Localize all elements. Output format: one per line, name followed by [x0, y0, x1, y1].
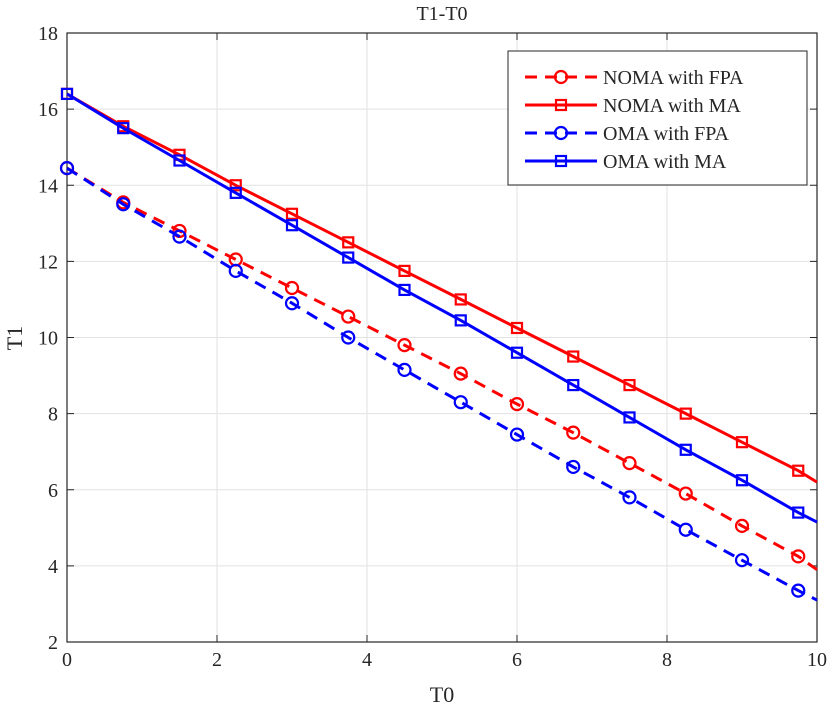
- data-point-oma-with-ma: [679, 443, 692, 456]
- data-point-oma-with-ma: [454, 314, 467, 327]
- data-point-noma-with-fpa: [397, 338, 412, 353]
- legend-marker: [553, 125, 569, 141]
- data-point-oma-with-fpa: [678, 522, 693, 537]
- series-oma-with-fpa: [59, 161, 818, 602]
- legend: NOMA with FPA NOMA with MA OMA with FPA OMA…: [507, 50, 808, 186]
- series-line-noma-with-fpa: [66, 166, 818, 571]
- data-point-noma-with-ma: [567, 350, 580, 363]
- data-point-oma-with-ma: [342, 251, 355, 264]
- series-line-oma-with-ma: [66, 92, 818, 524]
- series-oma-with-ma: [60, 87, 818, 524]
- data-point-noma-with-fpa: [453, 366, 468, 381]
- legend-marker: [554, 98, 568, 112]
- data-point-noma-with-ma: [285, 207, 299, 220]
- data-point-noma-with-fpa: [566, 425, 581, 440]
- data-point-noma-with-ma: [623, 378, 636, 392]
- data-point-noma-with-fpa: [622, 456, 637, 471]
- legend-box: [507, 50, 808, 186]
- data-point-noma-with-ma: [510, 321, 524, 335]
- series-group: [59, 87, 818, 602]
- data-point-oma-with-ma: [510, 346, 524, 359]
- y-axis-label: T1: [2, 326, 27, 350]
- data-point-noma-with-fpa: [341, 309, 356, 324]
- series-noma-with-ma: [60, 87, 818, 484]
- data-point-oma-with-fpa: [509, 427, 525, 442]
- y-tick-label: 8: [48, 404, 58, 426]
- series-line-noma-with-ma: [66, 92, 818, 484]
- data-point-noma-with-fpa: [228, 252, 243, 267]
- data-point-oma-with-ma: [735, 474, 749, 487]
- data-point-oma-with-ma: [60, 87, 74, 101]
- x-tick-label: 0: [62, 649, 72, 671]
- data-point-oma-with-ma: [623, 411, 636, 424]
- data-point-oma-with-fpa: [341, 330, 356, 345]
- data-point-noma-with-fpa: [678, 486, 693, 501]
- legend-entry-noma-with-fpa: NOMA with FPA: [525, 67, 744, 89]
- data-point-oma-with-fpa: [172, 229, 187, 244]
- legend-label: OMA with FPA: [603, 123, 730, 145]
- legend-entry-noma-with-ma: NOMA with MA: [525, 95, 741, 117]
- data-point-oma-with-ma: [229, 186, 242, 199]
- legend-marker: [553, 69, 569, 85]
- data-point-oma-with-ma: [173, 154, 186, 167]
- y-tick-label: 6: [48, 480, 58, 502]
- data-point-oma-with-ma: [117, 122, 130, 135]
- data-point-oma-with-fpa: [622, 490, 637, 505]
- data-point-noma-with-fpa: [791, 549, 806, 564]
- data-point-noma-with-fpa: [734, 518, 750, 534]
- x-tick-label: 10: [807, 649, 827, 671]
- legend-label: NOMA with MA: [603, 95, 741, 117]
- data-point-oma-with-ma: [398, 283, 411, 297]
- data-point-noma-with-ma: [454, 293, 467, 306]
- legend-marker: [554, 154, 568, 168]
- legend-entry-oma-with-fpa: OMA with FPA: [525, 123, 730, 145]
- legend-label: OMA with MA: [603, 151, 727, 173]
- data-point-oma-with-fpa: [228, 263, 243, 278]
- x-tick-label: 2: [212, 649, 222, 671]
- data-point-noma-with-fpa: [284, 280, 300, 296]
- x-tick-label: 8: [662, 649, 672, 671]
- data-point-oma-with-fpa: [397, 362, 412, 377]
- x-tick-label: 6: [512, 649, 522, 671]
- series-noma-with-fpa: [59, 161, 818, 571]
- data-point-noma-with-ma: [342, 236, 355, 249]
- chart-title: T1-T0: [416, 3, 467, 25]
- data-point-oma-with-ma: [792, 506, 805, 519]
- legend-label: NOMA with FPA: [603, 67, 744, 89]
- y-tick-label: 12: [38, 251, 58, 273]
- y-tick-label: 2: [48, 632, 58, 654]
- legend-entry-oma-with-ma: OMA with MA: [525, 151, 727, 173]
- data-point-oma-with-fpa: [453, 395, 468, 410]
- data-point-oma-with-ma: [567, 378, 580, 392]
- data-point-oma-with-fpa: [284, 296, 300, 311]
- data-point-noma-with-fpa: [509, 397, 525, 412]
- data-point-noma-with-ma: [735, 436, 749, 449]
- data-point-oma-with-fpa: [59, 161, 75, 176]
- data-point-oma-with-fpa: [566, 459, 581, 475]
- data-point-noma-with-ma: [229, 179, 242, 192]
- data-point-noma-with-ma: [792, 464, 805, 477]
- data-point-oma-with-ma: [285, 219, 299, 232]
- x-tick-label: 4: [362, 649, 372, 671]
- data-point-oma-with-fpa: [734, 553, 750, 568]
- data-point-oma-with-fpa: [116, 197, 131, 212]
- x-axis-label: T0: [430, 682, 454, 707]
- y-tick-label: 18: [38, 23, 58, 45]
- data-point-noma-with-ma: [679, 407, 692, 420]
- series-line-oma-with-fpa: [66, 166, 818, 602]
- y-tick-label: 10: [38, 328, 58, 350]
- data-point-noma-with-ma: [398, 264, 411, 277]
- data-point-oma-with-fpa: [791, 583, 806, 598]
- y-tick-label: 4: [48, 556, 58, 578]
- y-tick-label: 16: [38, 99, 58, 121]
- y-tick-label: 14: [38, 175, 58, 197]
